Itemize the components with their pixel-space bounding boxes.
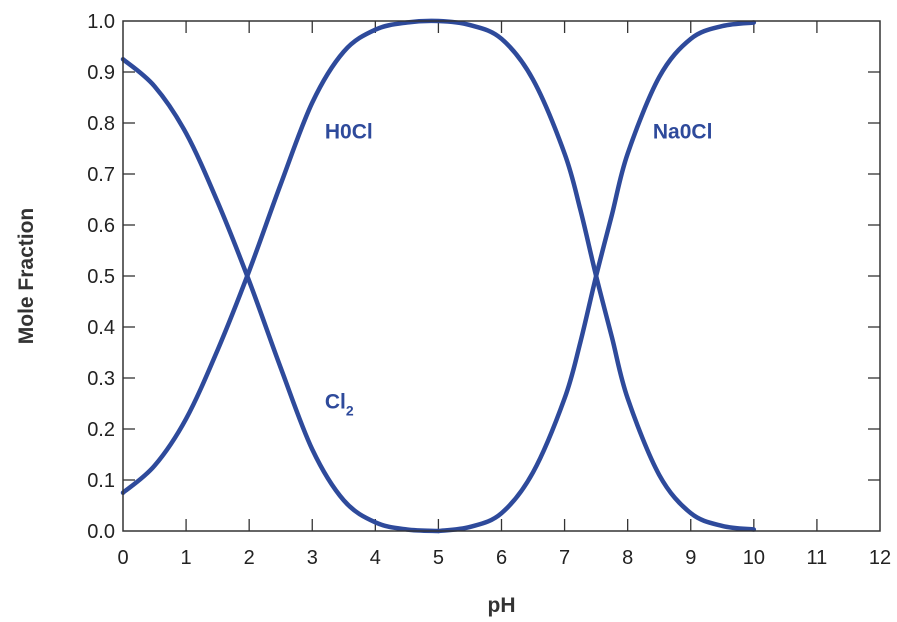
x-tick-label: 8 <box>622 547 633 569</box>
tick-marks <box>123 21 880 531</box>
x-axis-title: pH <box>488 594 516 617</box>
y-tick-label: 0.8 <box>87 113 115 135</box>
tick-labels: 0 1 2 3 4 5 6 7 8 9 10 11 120.00.10.20.30.40.50.60.7… <box>87 11 891 569</box>
x-tick-label: 10 <box>743 547 765 569</box>
series-label-na0cl: Na0Cl <box>653 120 713 143</box>
x-tick-label: 1 <box>181 547 192 569</box>
y-tick-label: 0.0 <box>87 521 115 543</box>
x-tick-label: 0 <box>117 547 128 569</box>
y-tick-label: 1.0 <box>87 11 115 33</box>
y-tick-label: 0.9 <box>87 62 115 84</box>
y-tick-label: 0.5 <box>87 266 115 288</box>
series-label-text: H0Cl <box>325 120 373 143</box>
series-label-h0cl: H0Cl <box>325 120 373 143</box>
series-line-h0cl <box>120 18 757 532</box>
y-tick-label: 0.7 <box>87 164 115 186</box>
series-labels: Cl2 H0Cl Na0Cl <box>325 120 713 418</box>
y-tick-label: 0.2 <box>87 419 115 441</box>
y-tick-label: 0.6 <box>87 215 115 237</box>
x-tick-label: 7 <box>559 547 570 569</box>
series-label-text: Cl <box>325 391 346 414</box>
y-tick-label: 0.1 <box>87 470 115 492</box>
series-lines <box>120 18 757 534</box>
y-tick-label: 0.3 <box>87 368 115 390</box>
y-axis-title: Mole Fraction <box>15 208 38 345</box>
series-line-na0cl <box>436 20 757 534</box>
x-tick-label: 11 <box>807 547 828 569</box>
x-tick-label: 3 <box>307 547 318 569</box>
x-tick-label: 5 <box>433 547 444 569</box>
series-label-cl: Cl2 <box>325 391 354 419</box>
y-tick-label: 0.4 <box>87 317 115 339</box>
series-label-text: Na0Cl <box>653 120 713 143</box>
series-label-subscript: 2 <box>346 403 354 419</box>
x-tick-label: 2 <box>244 547 255 569</box>
x-tick-label: 12 <box>869 547 891 569</box>
x-tick-label: 4 <box>370 547 381 569</box>
x-tick-label: 9 <box>685 547 696 569</box>
plot-frame <box>122 20 881 532</box>
series-line-cl <box>120 57 441 534</box>
x-tick-label: 6 <box>496 547 507 569</box>
